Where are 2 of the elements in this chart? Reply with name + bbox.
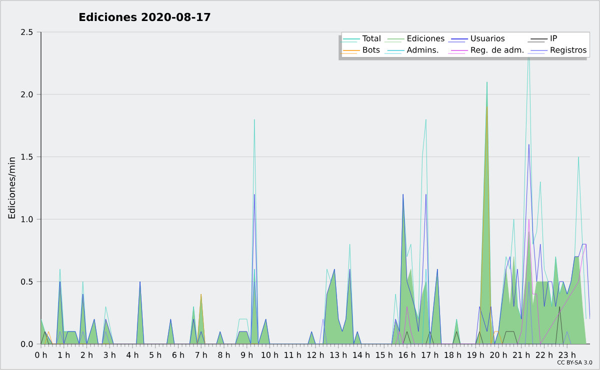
y-axis-title: Ediciones/min <box>8 157 16 218</box>
chart-title: Ediciones 2020-08-17 <box>80 12 210 22</box>
